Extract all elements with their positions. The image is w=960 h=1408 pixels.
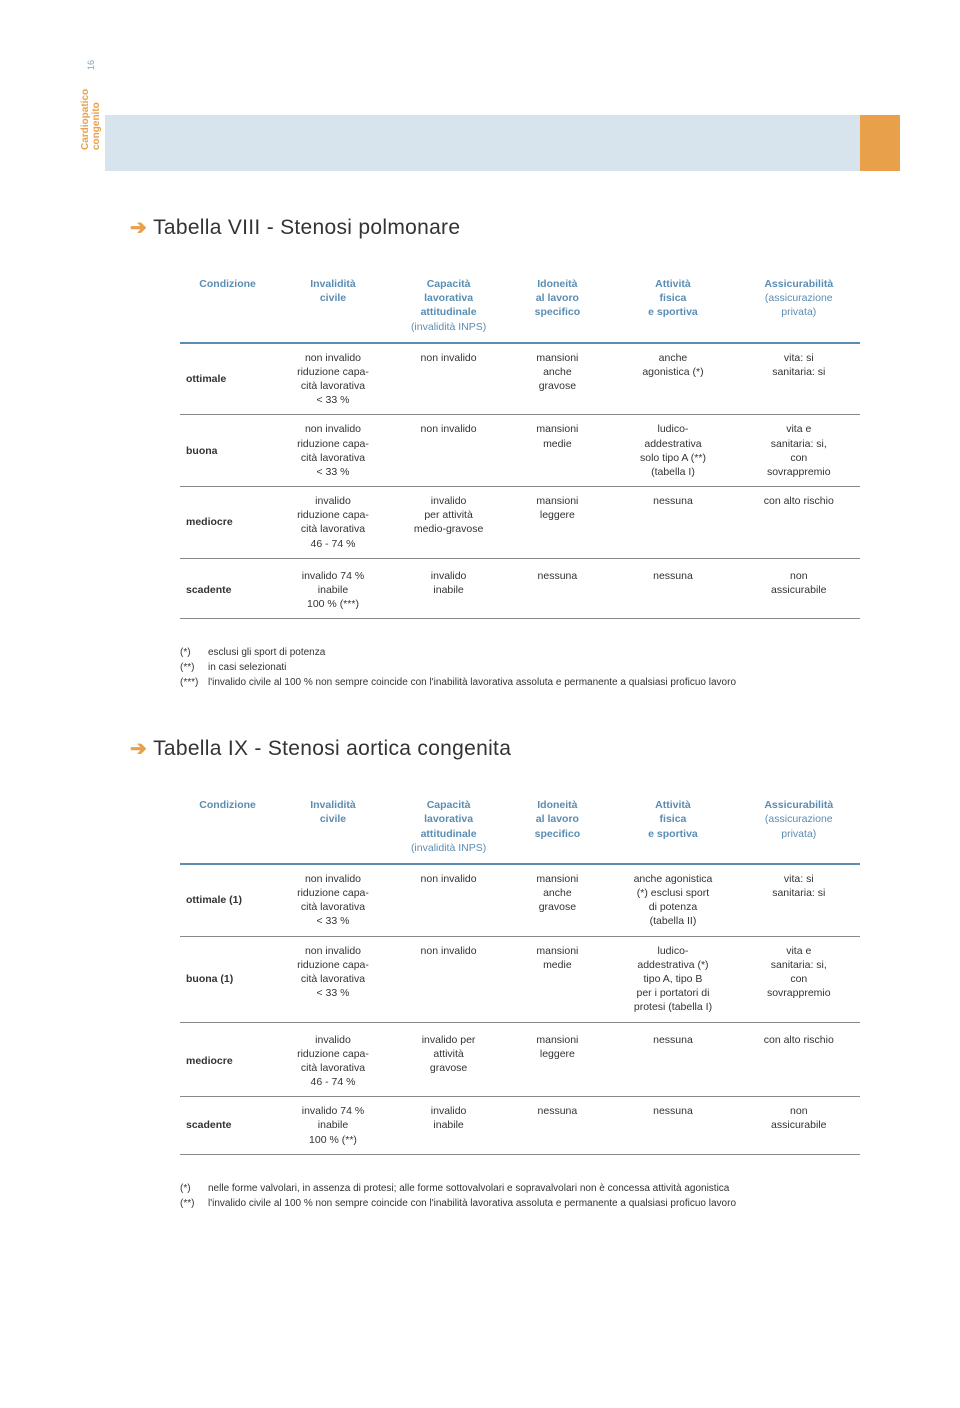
cell: non invalido [391, 343, 507, 415]
cell: nessuna [506, 558, 608, 619]
t8-h5: Assicurabilità(assicurazioneprivata) [738, 270, 860, 343]
top-banner [105, 115, 900, 171]
cell: nonassicurabile [738, 558, 860, 619]
t8-r0c: ottimale [180, 343, 275, 415]
t9-r1c: buona (1) [180, 936, 275, 1022]
cell: vita esanitaria: si,consovrappremio [738, 936, 860, 1022]
t9-r0c: ottimale (1) [180, 864, 275, 936]
footnote: (*)nelle forme valvolari, in assenza di … [180, 1181, 890, 1196]
cell: invalidoinabile [391, 558, 507, 619]
cell: nessuna [608, 487, 737, 559]
cell: nessuna [506, 1097, 608, 1155]
t8-r2c: mediocre [180, 487, 275, 559]
t9-h5: Assicurabilità(assicurazioneprivata) [738, 791, 860, 864]
table-row: scadente invalido 74 %inabile100 % (***)… [180, 558, 860, 619]
side-label: Cardiopatico congenito [80, 89, 102, 150]
table-row: scadente invalido 74 %inabile100 % (**) … [180, 1097, 860, 1155]
footnote: (**)in casi selezionati [180, 660, 890, 675]
page-content: ➔ Tabella VIII - Stenosi polmonare Condiz… [130, 215, 890, 1257]
t8-h2: Capacitàlavorativaattitudinale(invalidit… [391, 270, 507, 343]
t8-h4: Attivitàfisicae sportiva [608, 270, 737, 343]
table9: Condizione Invaliditàcivile Capacitàlavo… [180, 791, 860, 1154]
cell: ludico-addestrativa (*)tipo A, tipo Bper… [608, 936, 737, 1022]
cell: invalido 74 %inabile100 % (***) [275, 558, 391, 619]
t8-h3: Idoneitàal lavorospecifico [506, 270, 608, 343]
cell: con alto rischio [738, 1022, 860, 1097]
arrow-icon: ➔ [130, 215, 147, 240]
cell: invalidoriduzione capa-cità lavorativa46… [275, 1022, 391, 1097]
cell: invalidoinabile [391, 1097, 507, 1155]
t9-h0: Condizione [180, 791, 275, 864]
cell: anche agonistica(*) esclusi sportdi pote… [608, 864, 737, 936]
cell: mansionianchegravose [506, 343, 608, 415]
table9-footnotes: (*)nelle forme valvolari, in assenza di … [180, 1175, 890, 1211]
cell: mansionimedie [506, 415, 608, 487]
cell: nessuna [608, 1022, 737, 1097]
cell: non invalido [391, 864, 507, 936]
cell: non invalidoriduzione capa-cità lavorati… [275, 415, 391, 487]
table8-title: ➔ Tabella VIII - Stenosi polmonare [130, 215, 890, 240]
cell: ancheagonistica (*) [608, 343, 737, 415]
cell: vita esanitaria: si,consovrappremio [738, 415, 860, 487]
table8-head: Condizione Invaliditàcivile Capacitàlavo… [180, 270, 860, 343]
table8-body: ottimale non invalidoriduzione capa-cità… [180, 343, 860, 619]
table8-footnotes: (*)esclusi gli sport di potenza (**)in c… [180, 639, 890, 690]
t8-r3c: scadente [180, 558, 275, 619]
table9-wrap: Condizione Invaliditàcivile Capacitàlavo… [180, 791, 890, 1154]
cell: vita: sisanitaria: si [738, 864, 860, 936]
page-number: 16 [86, 60, 96, 70]
cell: mansionileggere [506, 1022, 608, 1097]
cell: mansionianchegravose [506, 864, 608, 936]
cell: ludico-addestrativasolo tipo A (**)(tabe… [608, 415, 737, 487]
t9-h2: Capacitàlavorativaattitudinale(invalidit… [391, 791, 507, 864]
t8-r1c: buona [180, 415, 275, 487]
table-row: mediocre invalidoriduzione capa-cità lav… [180, 487, 860, 559]
table9-body: ottimale (1) non invalidoriduzione capa-… [180, 864, 860, 1154]
table8-wrap: Condizione Invaliditàcivile Capacitàlavo… [180, 270, 890, 619]
cell: invalido perattivitàgravose [391, 1022, 507, 1097]
t9-h3: Idoneitàal lavorospecifico [506, 791, 608, 864]
cell: nessuna [608, 558, 737, 619]
top-banner-accent [860, 115, 900, 171]
table9-title-text: Tabella IX - Stenosi aortica congenita [153, 737, 511, 760]
cell: non invalidoriduzione capa-cità lavorati… [275, 864, 391, 936]
table9-head: Condizione Invaliditàcivile Capacitàlavo… [180, 791, 860, 864]
cell: non invalidoriduzione capa-cità lavorati… [275, 936, 391, 1022]
cell: con alto rischio [738, 487, 860, 559]
cell: invalidoriduzione capa-cità lavorativa46… [275, 487, 391, 559]
table8-title-text: Tabella VIII - Stenosi polmonare [153, 216, 460, 239]
cell: nessuna [608, 1097, 737, 1155]
cell: invalido 74 %inabile100 % (**) [275, 1097, 391, 1155]
t9-h1: Invaliditàcivile [275, 791, 391, 864]
cell: invalidoper attivitàmedio-gravose [391, 487, 507, 559]
cell: vita: sisanitaria: si [738, 343, 860, 415]
cell: mansionileggere [506, 487, 608, 559]
table8: Condizione Invaliditàcivile Capacitàlavo… [180, 270, 860, 619]
t9-r3c: scadente [180, 1097, 275, 1155]
table-row: buona (1) non invalidoriduzione capa-cit… [180, 936, 860, 1022]
table9-title: ➔ Tabella IX - Stenosi aortica congenita [130, 736, 890, 761]
cell: non invalido [391, 936, 507, 1022]
cell: non invalido [391, 415, 507, 487]
table-row: mediocre invalidoriduzione capa-cità lav… [180, 1022, 860, 1097]
t8-h0: Condizione [180, 270, 275, 343]
table-row: ottimale (1) non invalidoriduzione capa-… [180, 864, 860, 936]
cell: non invalidoriduzione capa-cità lavorati… [275, 343, 391, 415]
table-row: buona non invalidoriduzione capa-cità la… [180, 415, 860, 487]
t9-h4: Attivitàfisicae sportiva [608, 791, 737, 864]
table-row: ottimale non invalidoriduzione capa-cità… [180, 343, 860, 415]
footnote: (*)esclusi gli sport di potenza [180, 645, 890, 660]
t8-h1: Invaliditàcivile [275, 270, 391, 343]
cell: nonassicurabile [738, 1097, 860, 1155]
footnote: (**)l'invalido civile al 100 % non sempr… [180, 1196, 890, 1211]
arrow-icon: ➔ [130, 736, 147, 761]
t9-r2c: mediocre [180, 1022, 275, 1097]
footnote: (***)l'invalido civile al 100 % non semp… [180, 675, 890, 690]
cell: mansionimedie [506, 936, 608, 1022]
